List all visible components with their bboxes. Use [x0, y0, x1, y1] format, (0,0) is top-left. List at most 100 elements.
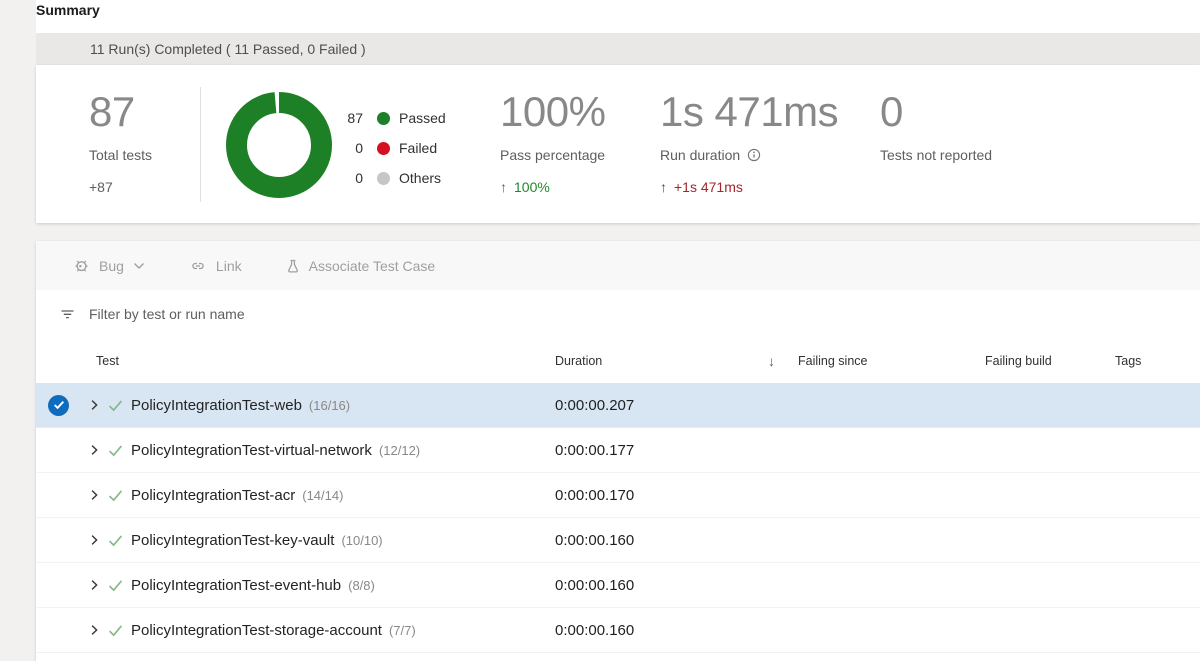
results-card: Bug Link Associate Test Case Test Durati… [36, 241, 1200, 661]
pass-percentage-label: Pass percentage [500, 147, 606, 163]
column-header-failing-since[interactable]: Failing since [798, 353, 868, 368]
legend-item-others: 0 Others [341, 163, 446, 193]
link-button[interactable]: Link [189, 258, 242, 274]
tests-not-reported-value: 0 [880, 88, 903, 135]
check-icon [53, 401, 64, 410]
passed-count: 87 [347, 110, 363, 126]
stats-divider [200, 87, 201, 202]
donut-ring [226, 92, 332, 198]
test-duration: 0:00:00.160 [555, 531, 635, 549]
tests-not-reported-label: Tests not reported [880, 147, 993, 163]
run-duration-label: Run duration [660, 147, 838, 163]
chevron-right-icon[interactable] [90, 489, 99, 501]
test-passed-icon [108, 489, 123, 502]
associate-test-case-button[interactable]: Associate Test Case [286, 257, 436, 274]
total-tests-stat: 87 Total tests +87 [89, 87, 152, 195]
run-duration-delta: ↑ +1s 471ms [660, 179, 743, 195]
test-passed-icon [108, 399, 123, 412]
summary-stats-card: 87 Total tests +87 87 Passed 0 Failed 0 [36, 65, 1200, 223]
test-passed-icon [108, 624, 123, 637]
legend-item-failed: 0 Failed [341, 133, 446, 163]
filter-bar [36, 290, 1200, 338]
others-dot-icon [377, 171, 390, 185]
failed-dot-icon [377, 141, 390, 155]
summary-header-bar: Summary [36, 0, 1200, 33]
pass-percentage-stat: 100% Pass percentage ↑ 100% [500, 87, 606, 195]
column-header-tags[interactable]: Tags [1115, 353, 1142, 368]
test-duration: 0:00:00.160 [555, 621, 635, 639]
table-row[interactable]: PolicyIntegrationTest-key-vault (10/10) … [36, 518, 1200, 563]
beaker-icon [287, 259, 298, 273]
test-name: PolicyIntegrationTest-web [131, 396, 302, 414]
trend-up-icon: ↑ [660, 179, 667, 195]
test-duration: 0:00:00.177 [555, 441, 635, 459]
test-passed-icon [108, 579, 123, 592]
test-count: (12/12) [378, 442, 421, 458]
page-title: Summary [36, 2, 100, 18]
chevron-right-icon[interactable] [90, 624, 99, 636]
donut-legend: 87 Passed 0 Failed 0 Others [341, 103, 446, 193]
column-header-duration[interactable]: Duration [555, 353, 603, 368]
test-name: PolicyIntegrationTest-event-hub [131, 576, 342, 594]
bug-icon [75, 260, 88, 272]
test-duration: 0:00:00.160 [555, 576, 635, 594]
test-results-page: Summary 11 Run(s) Completed ( 11 Passed,… [36, 0, 1200, 661]
bug-button[interactable]: Bug [73, 257, 145, 274]
test-name: PolicyIntegrationTest-virtual-network [131, 441, 372, 459]
test-duration: 0:00:00.170 [555, 486, 635, 504]
tests-not-reported-stat: 0 Tests not reported [880, 87, 992, 163]
test-passed-icon [108, 534, 123, 547]
test-passed-icon [108, 444, 123, 457]
runs-completed-text: 11 Run(s) Completed ( 11 Passed, 0 Faile… [90, 41, 366, 57]
column-header-failing-build[interactable]: Failing build [985, 353, 1052, 368]
chevron-right-icon[interactable] [90, 534, 99, 546]
chevron-right-icon[interactable] [90, 399, 99, 411]
total-tests-value: 87 [89, 88, 135, 135]
table-row[interactable]: PolicyIntegrationTest-web (16/16) 0:00:0… [36, 383, 1200, 428]
total-tests-label: Total tests [89, 147, 153, 163]
table-row[interactable]: PolicyIntegrationTest-event-hub (8/8) 0:… [36, 563, 1200, 608]
results-toolbar: Bug Link Associate Test Case [36, 241, 1200, 290]
associate-test-case-label: Associate Test Case [308, 257, 436, 274]
table-header-row: Test Duration ↓ Failing since Failing bu… [36, 338, 1200, 383]
info-icon[interactable] [747, 148, 761, 162]
chevron-right-icon[interactable] [90, 579, 99, 591]
link-icon [192, 262, 204, 269]
passed-label: Passed [399, 110, 446, 126]
filter-input[interactable] [87, 305, 687, 323]
link-button-label: Link [215, 257, 242, 274]
total-tests-delta: +87 [89, 179, 113, 195]
trend-up-icon: ↑ [500, 179, 507, 195]
chevron-right-icon[interactable] [90, 444, 99, 456]
filter-icon [61, 310, 74, 319]
table-row[interactable]: PolicyIntegrationTest-acr (14/14) 0:00:0… [36, 473, 1200, 518]
row-checkbox-checked[interactable] [48, 394, 69, 416]
results-donut-chart [224, 90, 334, 200]
test-count: (8/8) [348, 577, 375, 593]
test-duration: 0:00:00.207 [555, 396, 635, 414]
test-count: (7/7) [388, 622, 416, 638]
run-duration-value: 1s 471ms [660, 88, 839, 135]
failed-count: 0 [355, 140, 363, 156]
chevron-down-icon [133, 262, 144, 269]
table-row[interactable]: PolicyIntegrationTest-virtual-network (1… [36, 428, 1200, 473]
test-count: (10/10) [341, 532, 383, 548]
pass-percentage-value: 100% [500, 88, 606, 135]
test-name: PolicyIntegrationTest-storage-account [131, 621, 382, 639]
pass-percentage-delta: ↑ 100% [500, 179, 550, 195]
table-row[interactable]: PolicyIntegrationTest-storage-account (7… [36, 608, 1200, 653]
passed-dot-icon [377, 111, 390, 125]
others-count: 0 [355, 170, 363, 186]
test-name: PolicyIntegrationTest-acr [131, 486, 296, 504]
others-label: Others [399, 170, 442, 186]
legend-item-passed: 87 Passed [341, 103, 446, 133]
test-name: PolicyIntegrationTest-key-vault [131, 531, 335, 549]
sort-descending-icon[interactable]: ↓ [768, 352, 775, 369]
failed-label: Failed [399, 140, 438, 156]
test-count: (16/16) [308, 397, 351, 413]
runs-completed-banner: 11 Run(s) Completed ( 11 Passed, 0 Faile… [36, 33, 1200, 65]
bug-button-label: Bug [99, 257, 124, 274]
test-count: (14/14) [302, 487, 344, 503]
run-duration-stat: 1s 471ms Run duration ↑ +1s 471ms [660, 87, 839, 195]
column-header-test[interactable]: Test [96, 353, 119, 368]
